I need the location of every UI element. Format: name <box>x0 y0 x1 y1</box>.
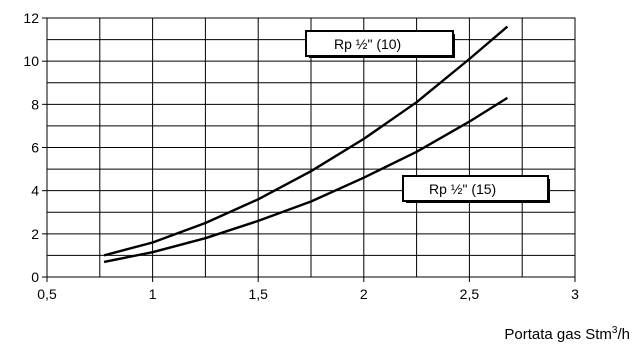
legend-label-rp-10: Rp ½" (10) <box>334 36 401 52</box>
x-axis-label-unit: /h <box>617 326 630 343</box>
y-tick-label: 4 <box>31 183 39 199</box>
x-tick-label: 0,5 <box>37 286 57 302</box>
axis-ticks: 0,5 1 1,5 2 2,5 3 0 2 4 6 8 10 12 <box>23 10 579 302</box>
x-tick-label: 3 <box>571 286 579 302</box>
series-line-1 <box>103 96 509 264</box>
y-tick-label: 10 <box>23 53 39 69</box>
x-axis-label-text: Portata gas Stm <box>504 326 612 343</box>
legend-box-rp-15: Rp ½" (15) <box>402 175 550 203</box>
x-tick-label: 1 <box>149 286 157 302</box>
y-tick-label: 6 <box>31 140 39 156</box>
y-tick-label: 2 <box>31 226 39 242</box>
x-tick-label: 2 <box>360 286 368 302</box>
series-lines <box>103 25 509 264</box>
x-axis-label: Portata gas Stm3/h <box>420 325 630 343</box>
legend-box-rp-10: Rp ½" (10) <box>305 30 455 58</box>
series-line-0 <box>103 25 509 257</box>
legend-label-rp-15: Rp ½" (15) <box>429 181 496 197</box>
y-tick-label: 8 <box>31 96 39 112</box>
y-tick-label: 12 <box>23 10 39 26</box>
x-axis-label-superscript: 3 <box>611 325 618 336</box>
x-tick-label: 1,5 <box>248 286 268 302</box>
x-tick-label: 2,5 <box>460 286 480 302</box>
y-tick-label: 0 <box>31 269 39 285</box>
